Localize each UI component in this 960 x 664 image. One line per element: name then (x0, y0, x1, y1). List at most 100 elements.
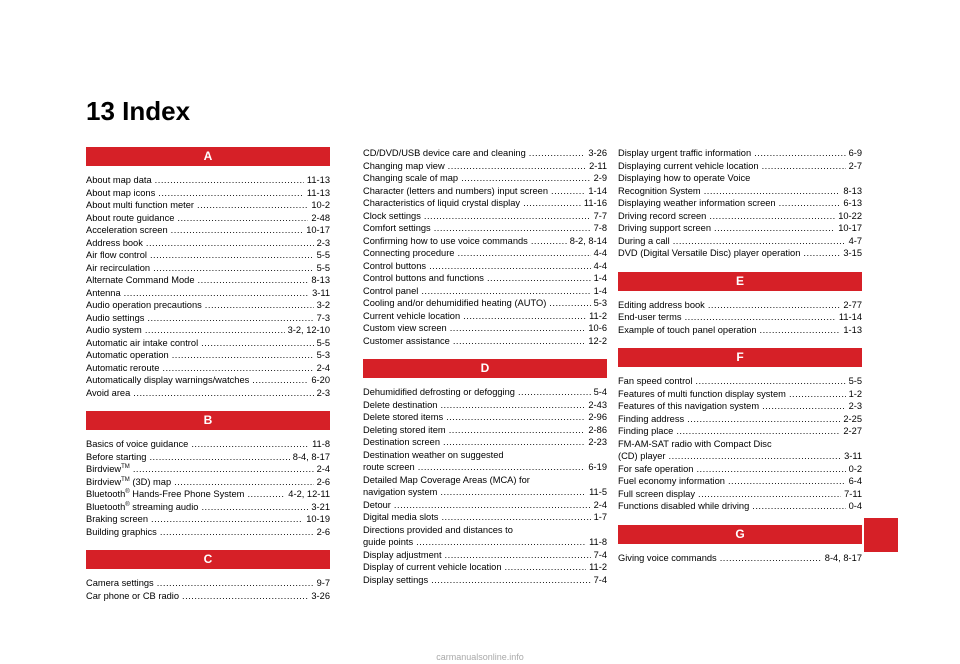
index-entry[interactable]: Detour 2-4 (363, 499, 607, 512)
index-entry[interactable]: Customer assistance 12-2 (363, 335, 607, 348)
entry-pages[interactable]: 2-3 (316, 387, 330, 398)
index-entry[interactable]: Control buttons and functions 1-4 (363, 272, 607, 285)
index-entry[interactable]: Display urgent traffic information 6-9 (618, 147, 862, 160)
index-entry[interactable]: Driving record screen 10-22 (618, 210, 862, 223)
entry-pages[interactable]: 10-2 (311, 200, 330, 210)
entry-pages[interactable]: 8-13 (311, 275, 330, 285)
entry-pages[interactable]: 2-43 (588, 399, 607, 410)
entry-pages[interactable]: 12-2 (588, 335, 607, 346)
index-entry[interactable]: Full screen display 7-11 (618, 488, 862, 501)
entry-pages[interactable]: 4-7 (848, 235, 862, 246)
index-entry[interactable]: Before starting 8-4, 8-17 (86, 451, 330, 464)
index-entry[interactable]: Current vehicle location 11-2 (363, 310, 607, 323)
entry-pages[interactable]: 8-13 (843, 185, 862, 196)
index-entry[interactable]: Bluetooth® Hands-Free Phone System 4-2, 1… (86, 488, 330, 501)
index-entry[interactable]: navigation system 11-5 (363, 486, 607, 499)
index-entry[interactable]: Deleting stored item 2-86 (363, 424, 607, 437)
index-entry[interactable]: Digital media slots 1-7 (363, 511, 607, 524)
entry-pages[interactable]: 6-20 (311, 375, 330, 385)
index-entry[interactable]: Air recirculation 5-5 (86, 262, 330, 275)
entry-pages[interactable]: 11-16 (583, 198, 607, 208)
entry-pages[interactable]: 2-6 (316, 526, 330, 537)
index-entry[interactable]: BirdviewTM (3D) map 2-6 (86, 476, 330, 489)
index-entry[interactable]: (CD) player 3-11 (618, 450, 862, 463)
index-entry[interactable]: Camera settings 9-7 (86, 577, 330, 590)
index-entry[interactable]: Recognition System 8-13 (618, 185, 862, 198)
index-entry[interactable]: Giving voice commands 8-4, 8-17 (618, 552, 862, 565)
index-entry[interactable]: Driving support screen 10-17 (618, 222, 862, 235)
entry-pages[interactable]: 5-5 (316, 262, 330, 273)
entry-pages[interactable]: 6-4 (848, 476, 862, 486)
entry-pages[interactable]: 4-2, 12-11 (288, 489, 330, 499)
entry-pages[interactable]: 3-15 (843, 248, 862, 258)
entry-pages[interactable]: 6-9 (848, 148, 862, 158)
entry-pages[interactable]: 7-11 (844, 488, 862, 499)
entry-pages[interactable]: 7-4 (593, 574, 607, 585)
entry-pages[interactable]: 1-14 (588, 185, 607, 196)
index-entry[interactable]: Changing scale of map 2-9 (363, 172, 607, 185)
index-entry[interactable]: Custom view screen 10-6 (363, 322, 607, 335)
index-entry[interactable]: Automatic air intake control 5-5 (86, 337, 330, 350)
index-entry[interactable]: Building graphics 2-6 (86, 526, 330, 539)
index-entry[interactable]: Displaying current vehicle location 2-7 (618, 160, 862, 173)
entry-pages[interactable]: 1-13 (843, 324, 862, 335)
index-entry[interactable]: Display adjustment 7-4 (363, 549, 607, 562)
index-entry[interactable]: Audio settings 7-3 (86, 312, 330, 325)
entry-pages[interactable]: 2-11 (589, 160, 607, 171)
entry-pages[interactable]: 8-2, 8-14 (569, 235, 607, 246)
entry-pages[interactable]: 2-4 (593, 499, 607, 510)
index-entry[interactable]: Editing address book 2-77 (618, 299, 862, 312)
index-entry[interactable]: Audio system 3-2, 12-10 (86, 324, 330, 337)
entry-pages[interactable]: 2-6 (316, 476, 330, 487)
entry-pages[interactable]: 2-23 (588, 437, 607, 447)
entry-pages[interactable]: 3-11 (312, 287, 330, 298)
index-entry[interactable]: During a call 4-7 (618, 235, 862, 248)
entry-pages[interactable]: 2-96 (588, 412, 607, 422)
index-entry[interactable]: DVD (Digital Versatile Disc) player oper… (618, 247, 862, 260)
entry-pages[interactable]: 6-13 (843, 198, 862, 208)
entry-pages[interactable]: 10-17 (838, 223, 862, 233)
index-entry[interactable]: About map icons 11-13 (86, 187, 330, 200)
entry-pages[interactable]: 2-4 (316, 464, 330, 474)
index-entry[interactable]: Bluetooth® streaming audio 3-21 (86, 501, 330, 514)
entry-pages[interactable]: 7-7 (593, 210, 607, 221)
entry-pages[interactable]: 10-6 (588, 323, 607, 333)
index-entry[interactable]: route screen 6-19 (363, 461, 607, 474)
index-entry[interactable]: About route guidance 2-48 (86, 212, 330, 225)
index-entry[interactable]: Control buttons 4-4 (363, 260, 607, 273)
index-entry[interactable]: Display settings 7-4 (363, 574, 607, 587)
entry-pages[interactable]: 3-26 (588, 148, 607, 158)
index-entry[interactable]: Air flow control 5-5 (86, 249, 330, 262)
entry-pages[interactable]: 11-14 (838, 312, 862, 322)
entry-pages[interactable]: 2-48 (311, 212, 330, 223)
entry-pages[interactable]: 5-3 (593, 298, 607, 308)
index-entry[interactable]: Car phone or CB radio 3-26 (86, 590, 330, 603)
entry-pages[interactable]: 2-4 (316, 362, 330, 373)
entry-pages[interactable]: 7-4 (593, 549, 607, 560)
entry-pages[interactable]: 5-5 (848, 376, 862, 386)
index-entry[interactable]: Example of touch panel operation 1-13 (618, 324, 862, 337)
entry-pages[interactable]: 1-4 (593, 285, 607, 296)
index-entry[interactable]: guide points 11-8 (363, 536, 607, 549)
entry-pages[interactable]: 10-19 (306, 514, 330, 524)
index-entry[interactable]: Character (letters and numbers) input sc… (363, 185, 607, 198)
entry-pages[interactable]: 11-8 (589, 537, 607, 547)
index-entry[interactable]: Avoid area 2-3 (86, 387, 330, 400)
index-entry[interactable]: Control panel 1-4 (363, 285, 607, 298)
entry-pages[interactable]: 5-5 (316, 250, 330, 260)
index-entry[interactable]: Automatic operation 5-3 (86, 349, 330, 362)
index-entry[interactable]: Delete stored items 2-96 (363, 411, 607, 424)
index-entry[interactable]: Changing map view 2-11 (363, 160, 607, 173)
index-entry[interactable]: Acceleration screen 10-17 (86, 224, 330, 237)
entry-pages[interactable]: 11-13 (306, 187, 330, 198)
entry-pages[interactable]: 11-8 (312, 439, 330, 449)
index-entry[interactable]: BirdviewTM 2-4 (86, 463, 330, 476)
entry-pages[interactable]: 2-25 (843, 413, 862, 424)
entry-pages[interactable]: 6-19 (588, 462, 607, 472)
entry-pages[interactable]: 3-2, 12-10 (287, 325, 330, 335)
index-entry[interactable]: Finding address 2-25 (618, 413, 862, 426)
index-entry[interactable]: CD/DVD/USB device care and cleaning 3-26 (363, 147, 607, 160)
entry-pages[interactable]: 3-2 (316, 300, 330, 310)
index-entry[interactable]: Functions disabled while driving 0-4 (618, 500, 862, 513)
index-entry[interactable]: Fuel economy information 6-4 (618, 475, 862, 488)
